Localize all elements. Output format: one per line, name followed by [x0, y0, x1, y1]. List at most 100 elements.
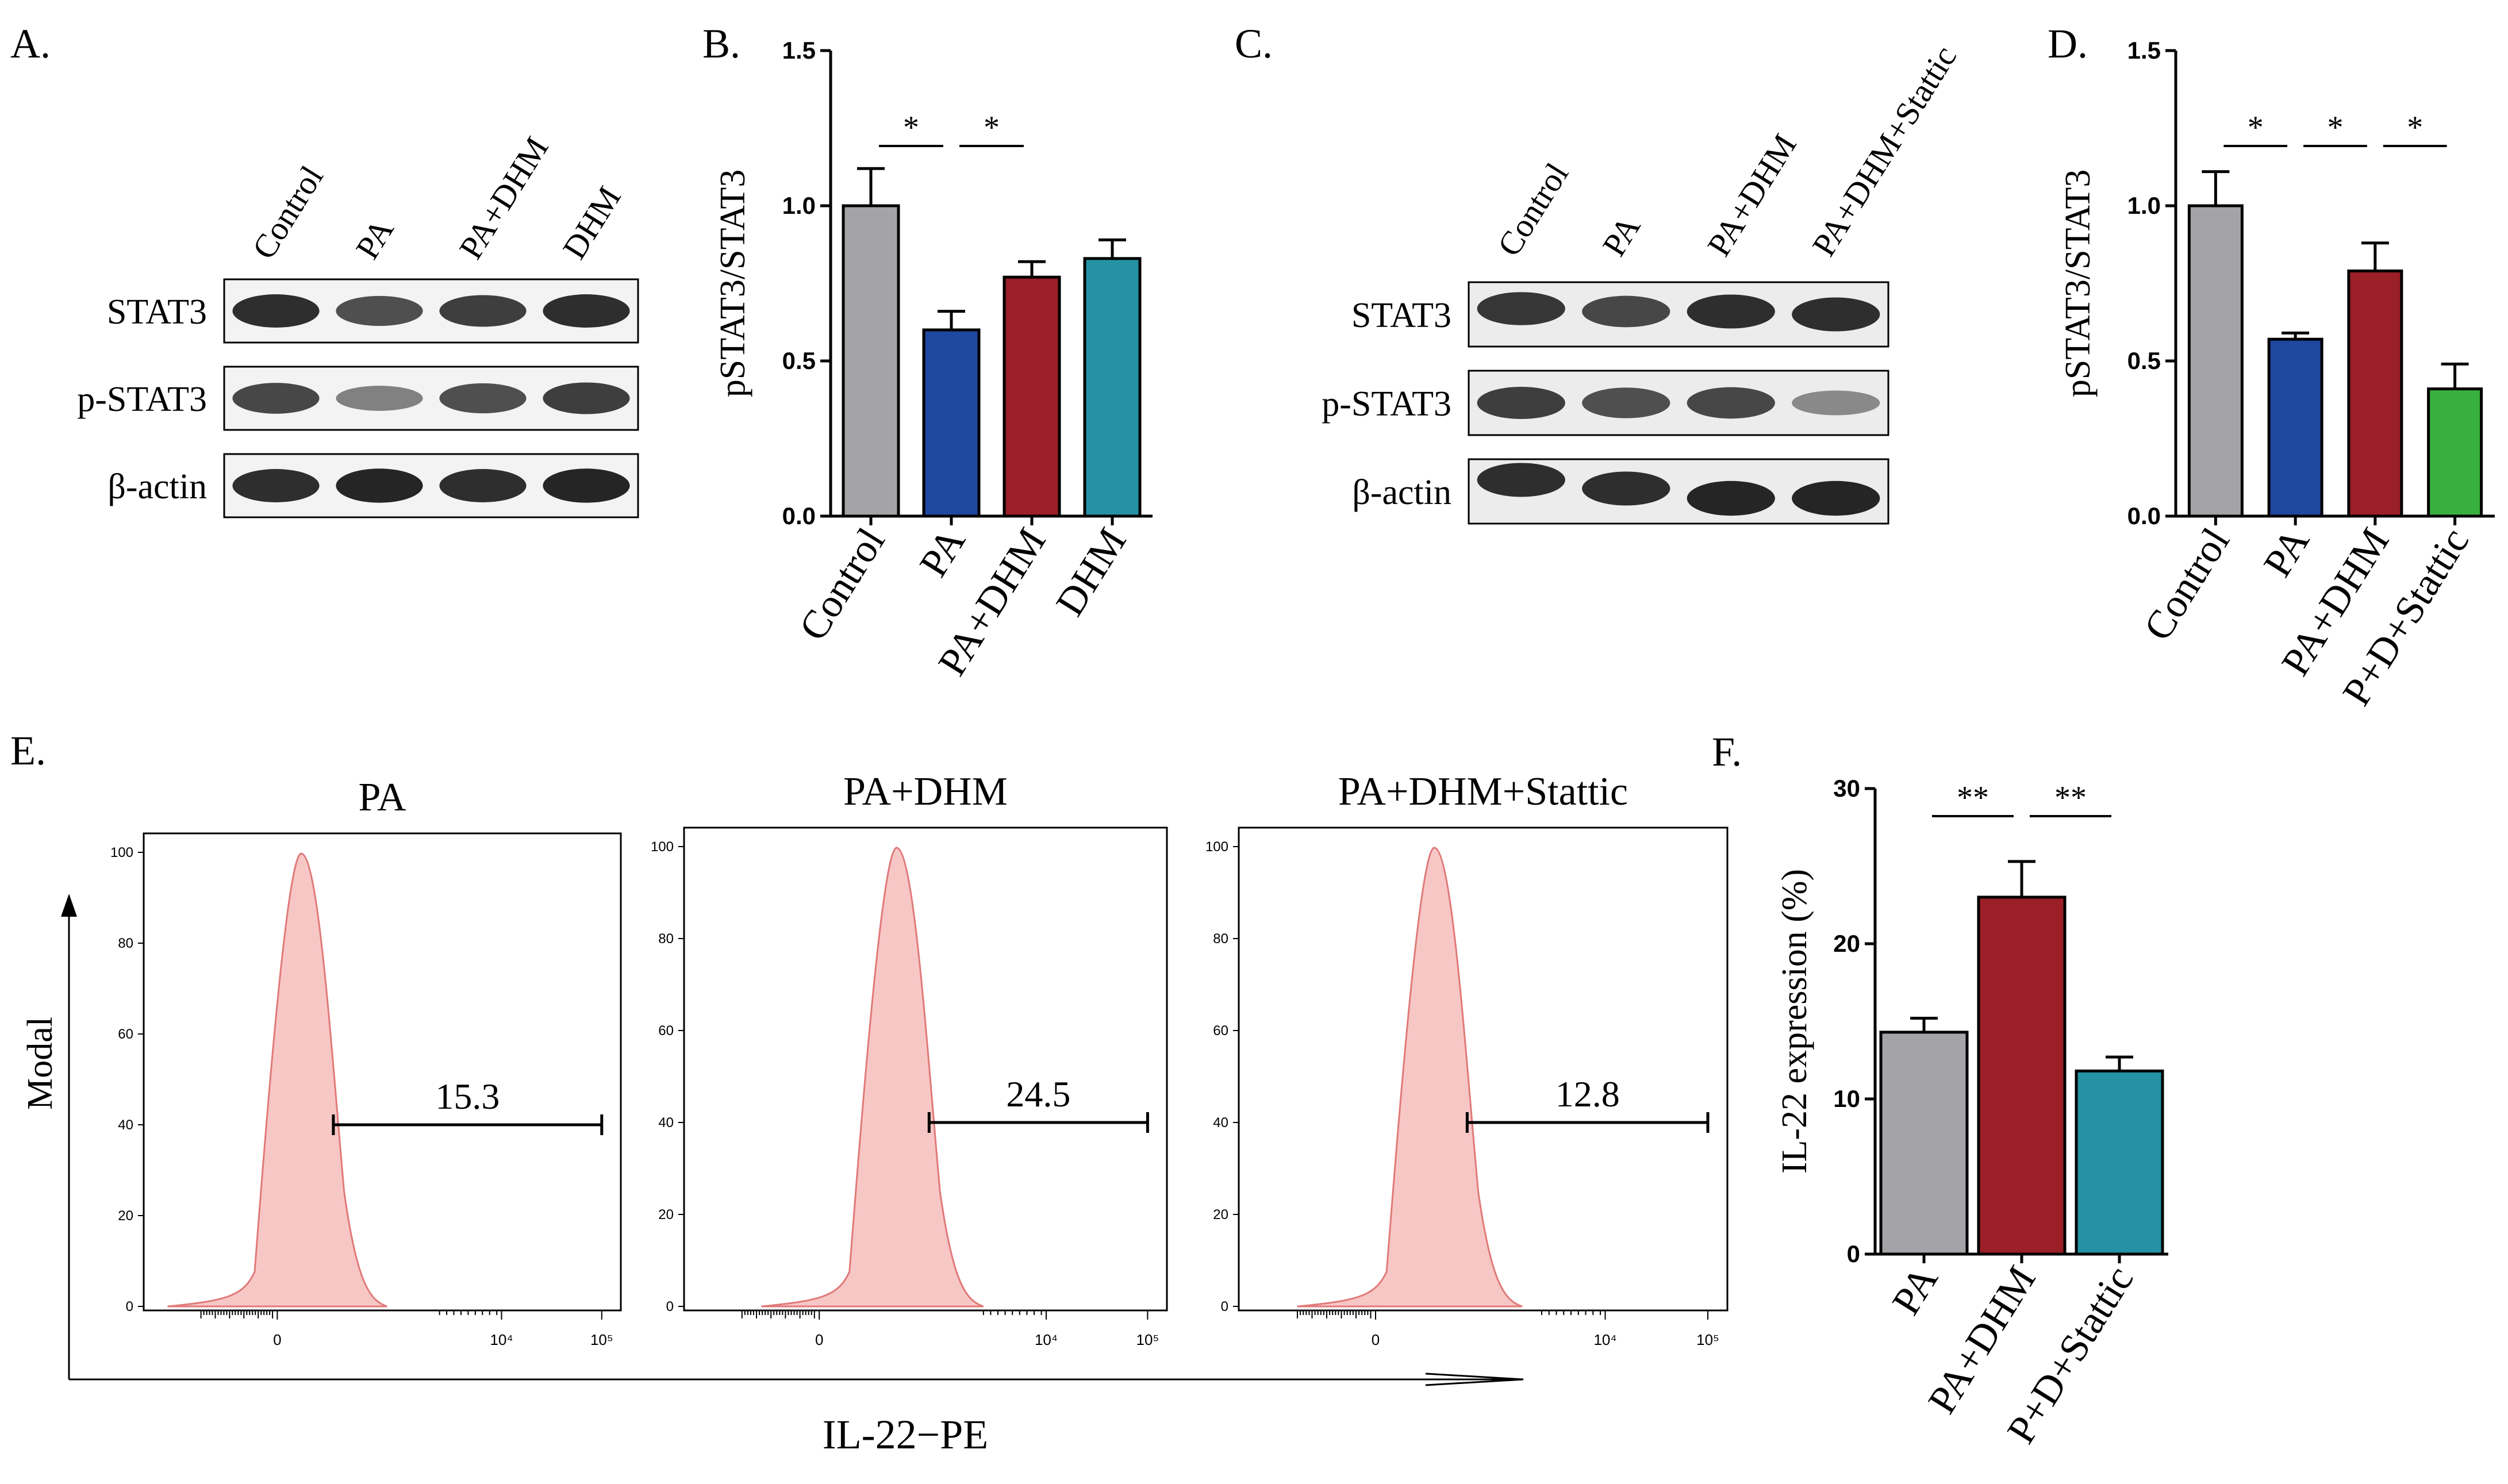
histogram: PA+DHM+Stattic 0 20 40 60 80 100 0 10⁴ 10⁵ 12.8: [1205, 770, 1729, 1348]
bar: [842, 204, 900, 518]
panel-a-western-blot: A. Control PA PA+DHM DHM STAT3 p-STAT3 β-actin: [10, 21, 639, 518]
y-tick-label: 40: [1213, 1115, 1228, 1131]
blot-band: [439, 469, 527, 502]
bar: [922, 328, 981, 518]
lane-label: PA: [348, 212, 401, 266]
blot-row-label: STAT3: [1351, 296, 1451, 335]
x-tick-label: 10⁵: [1696, 1331, 1719, 1348]
blot-band: [232, 469, 320, 502]
bar: [1879, 1031, 1969, 1256]
y-axis-label: pSTAT3/STAT3: [2058, 170, 2098, 398]
panel-label: D.: [2048, 21, 2088, 67]
bar: [1003, 275, 1061, 518]
x-tick-label: 10⁵: [1136, 1331, 1159, 1348]
blot-band: [1792, 390, 1880, 416]
blot-band: [1477, 463, 1565, 497]
y-tick-label: 10: [1833, 1085, 1860, 1112]
blot-band: [1477, 386, 1565, 420]
histogram-frame: [143, 832, 622, 1312]
y-tick-label: 0.0: [782, 502, 816, 529]
y-tick-label: 80: [1213, 931, 1228, 947]
panel-label: B.: [702, 21, 740, 67]
arrow-head-right: [1425, 1372, 1524, 1386]
x-tick-label: 0: [815, 1331, 823, 1348]
bar: [2075, 1069, 2164, 1256]
bar: [1083, 257, 1142, 518]
blot-band: [1687, 294, 1775, 329]
gate-value: 12.8: [1556, 1074, 1620, 1114]
y-tick-label: 0: [1847, 1240, 1860, 1267]
bar: [1977, 895, 2067, 1256]
x-tick-label: 10⁴: [490, 1331, 513, 1348]
histogram-peak: [167, 852, 387, 1308]
significance-marker: *: [2407, 110, 2423, 145]
y-tick-label: 30: [1833, 775, 1860, 802]
histogram-peak: [1297, 847, 1523, 1308]
blot-row-label: STAT3: [107, 293, 207, 332]
lane-label: DHM: [555, 180, 628, 266]
y-tick-label: 20: [118, 1208, 133, 1224]
lane-label: PA: [1595, 209, 1648, 263]
y-tick-label: 20: [658, 1207, 674, 1222]
x-tick-label: 0: [1372, 1331, 1380, 1348]
x-tick-label: 0: [273, 1331, 281, 1348]
y-tick-label: 0.5: [2127, 347, 2161, 374]
lane-label: Control: [1490, 156, 1576, 263]
y-tick-label: 0: [666, 1299, 674, 1314]
y-tick-label: 40: [658, 1115, 674, 1131]
x-tick-label: Control: [791, 521, 894, 648]
y-tick-label: 0: [126, 1299, 133, 1314]
blot-band: [1687, 387, 1775, 419]
blot-band: [1792, 297, 1880, 332]
lane-label: Control: [245, 159, 331, 266]
y-tick-label: 0.5: [782, 347, 816, 374]
arrow-head-up: [61, 894, 77, 917]
histogram: PA 0 20 40 60 80 100 0 10⁴ 10⁵ 15.3: [110, 775, 622, 1348]
y-tick-label: 1.5: [2127, 37, 2161, 64]
blot-band: [543, 468, 630, 503]
x-tick-label: 10⁵: [590, 1331, 613, 1348]
blot-band: [1477, 292, 1565, 325]
blot-row-label: p-STAT3: [1322, 385, 1451, 424]
y-tick-label: 40: [118, 1117, 133, 1133]
blot-band: [1792, 480, 1880, 516]
blot-band: [232, 383, 320, 414]
x-axis-label: IL-22−PE: [823, 1412, 989, 1458]
lane-label: PA+DHM: [452, 130, 556, 266]
x-tick-label: Control: [2136, 521, 2238, 648]
significance-marker: *: [903, 110, 919, 145]
significance-marker: *: [984, 110, 1000, 145]
blot-band: [1582, 471, 1670, 506]
panel-label: A.: [10, 21, 51, 67]
histogram: PA+DHM 0 20 40 60 80 100 0 10⁴ 10⁵ 24.5: [651, 770, 1168, 1348]
bar: [2267, 337, 2323, 518]
histogram-frame: [1238, 826, 1729, 1312]
gate-value: 24.5: [1006, 1074, 1070, 1114]
x-tick-label: PA: [1884, 1258, 1947, 1322]
y-axis-label: IL-22 expression (%): [1775, 869, 1814, 1174]
y-tick-label: 60: [118, 1027, 133, 1042]
bar: [2427, 387, 2483, 518]
blot-band: [543, 382, 630, 414]
significance-marker: *: [2328, 110, 2344, 145]
significance-marker: **: [2054, 780, 2087, 816]
y-tick-label: 20: [1833, 930, 1860, 957]
y-tick-label: 1.0: [2127, 192, 2161, 219]
blot-band: [336, 295, 423, 326]
blot-band: [1687, 480, 1775, 516]
bar: [2187, 204, 2244, 518]
panel-label: C.: [1235, 21, 1273, 67]
y-tick-label: 0: [1221, 1299, 1228, 1314]
panel-c-western-blot: C. Control PA PA+DHM PA+DHM+Stattic STAT3 p-ST…: [1235, 21, 1964, 525]
panel-e-flow-histograms: E. Modal IL-22−PE PA 0 20 40 60 80 100 0 10⁴ 10⁵ 15.3…: [10, 728, 1729, 1458]
y-tick-label: 60: [658, 1023, 674, 1039]
y-tick-label: 80: [118, 936, 133, 951]
blot-row-label: p-STAT3: [77, 380, 207, 419]
x-tick-label: 10⁴: [1035, 1331, 1058, 1348]
blot-band: [543, 294, 630, 328]
lane-label: PA+DHM: [1700, 128, 1804, 263]
blot-band: [336, 386, 423, 411]
histogram-title: PA+DHM+Stattic: [1338, 770, 1628, 814]
